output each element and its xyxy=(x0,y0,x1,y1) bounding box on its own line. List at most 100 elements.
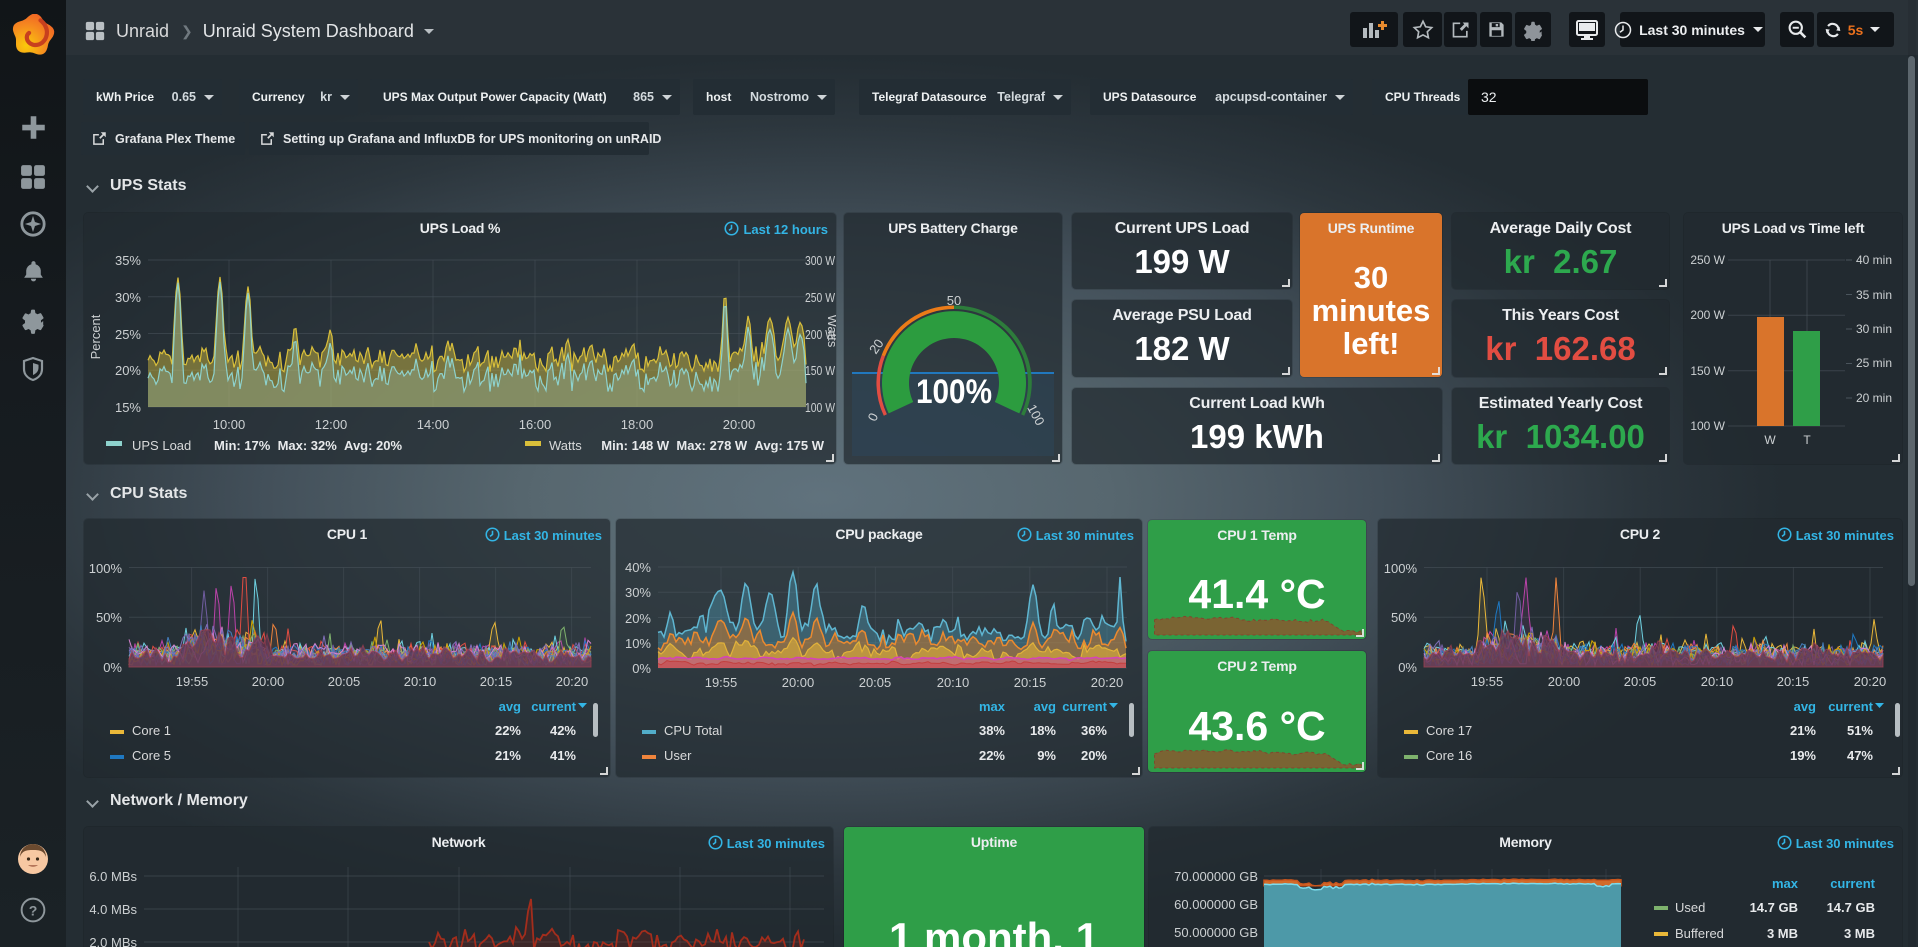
svg-text:15%: 15% xyxy=(115,400,141,415)
svg-text:21%: 21% xyxy=(495,748,521,763)
svg-text:current: current xyxy=(1062,699,1107,714)
svg-text:14.7 GB: 14.7 GB xyxy=(1827,900,1875,915)
svg-text:30%: 30% xyxy=(625,585,651,600)
svg-text:W: W xyxy=(1764,433,1776,447)
svg-text:max: max xyxy=(1772,876,1799,891)
svg-text:Core 5: Core 5 xyxy=(132,748,171,763)
svg-text:42%: 42% xyxy=(550,723,576,738)
svg-text:200 W: 200 W xyxy=(805,327,836,342)
svg-text:0%: 0% xyxy=(103,660,122,675)
svg-text:21%: 21% xyxy=(1790,723,1816,738)
svg-text:14.7 GB: 14.7 GB xyxy=(1750,900,1798,915)
svg-text:70.000000 GB: 70.000000 GB xyxy=(1174,869,1258,884)
svg-text:20:20: 20:20 xyxy=(1091,675,1124,690)
svg-text:20:10: 20:10 xyxy=(937,675,970,690)
svg-text:20:15: 20:15 xyxy=(1777,674,1810,689)
svg-text:20:20: 20:20 xyxy=(1854,674,1887,689)
svg-text:max: max xyxy=(979,699,1006,714)
svg-text:avg: avg xyxy=(1794,699,1816,714)
svg-text:current: current xyxy=(1830,876,1875,891)
svg-text:current: current xyxy=(1828,699,1873,714)
svg-text:20:00: 20:00 xyxy=(723,417,756,432)
svg-text:Used: Used xyxy=(1675,900,1705,915)
svg-text:22%: 22% xyxy=(979,748,1005,763)
svg-text:4.0 MBs: 4.0 MBs xyxy=(89,902,137,917)
svg-text:3 MB: 3 MB xyxy=(1844,926,1875,941)
svg-text:Watts: Watts xyxy=(825,315,836,348)
svg-text:19:55: 19:55 xyxy=(1471,674,1504,689)
svg-text:35 min: 35 min xyxy=(1856,288,1892,302)
svg-text:avg: avg xyxy=(1034,699,1056,714)
svg-text:38%: 38% xyxy=(979,723,1005,738)
svg-text:10%: 10% xyxy=(625,636,651,651)
svg-text:20 min: 20 min xyxy=(1856,391,1892,405)
svg-text:20:05: 20:05 xyxy=(1624,674,1657,689)
svg-text:6.0 MBs: 6.0 MBs xyxy=(89,869,137,884)
svg-text:12:00: 12:00 xyxy=(315,417,348,432)
svg-text:20:15: 20:15 xyxy=(480,674,513,689)
svg-text:25%: 25% xyxy=(115,327,141,342)
svg-text:51%: 51% xyxy=(1847,723,1873,738)
svg-text:0%: 0% xyxy=(1398,660,1417,675)
svg-text:20:20: 20:20 xyxy=(556,674,589,689)
svg-text:20%: 20% xyxy=(115,363,141,378)
svg-text:50%: 50% xyxy=(1391,610,1417,625)
svg-text:50%: 50% xyxy=(96,610,122,625)
svg-text:20:05: 20:05 xyxy=(328,674,361,689)
svg-text:Core 16: Core 16 xyxy=(1426,748,1472,763)
svg-text:18%: 18% xyxy=(1030,723,1056,738)
svg-text:current: current xyxy=(531,699,576,714)
svg-text:60.000000 GB: 60.000000 GB xyxy=(1174,897,1258,912)
svg-text:Core 1: Core 1 xyxy=(132,723,171,738)
svg-text:100%: 100% xyxy=(1384,561,1418,576)
svg-text:30 min: 30 min xyxy=(1856,322,1892,336)
svg-text:30%: 30% xyxy=(115,290,141,305)
svg-text:20:15: 20:15 xyxy=(1014,675,1047,690)
svg-text:22%: 22% xyxy=(495,723,521,738)
svg-text:50: 50 xyxy=(947,293,961,308)
svg-text:?: ? xyxy=(29,902,38,918)
svg-text:40 min: 40 min xyxy=(1856,253,1892,267)
svg-text:19:55: 19:55 xyxy=(176,674,209,689)
svg-text:14:00: 14:00 xyxy=(417,417,450,432)
svg-text:50.000000 GB: 50.000000 GB xyxy=(1174,925,1258,940)
svg-text:User: User xyxy=(664,748,692,763)
svg-text:20: 20 xyxy=(866,336,887,356)
svg-text:300 W: 300 W xyxy=(805,253,836,268)
svg-text:25 min: 25 min xyxy=(1856,356,1892,370)
svg-text:200 W: 200 W xyxy=(1690,308,1725,322)
svg-text:20:05: 20:05 xyxy=(859,675,892,690)
svg-text:36%: 36% xyxy=(1081,723,1107,738)
svg-text:UPS Load: UPS Load xyxy=(132,438,191,453)
svg-text:19:55: 19:55 xyxy=(705,675,738,690)
svg-text:100 W: 100 W xyxy=(1690,419,1725,433)
svg-text:20:10: 20:10 xyxy=(404,674,437,689)
svg-text:0%: 0% xyxy=(632,661,651,676)
svg-text:40%: 40% xyxy=(625,560,651,575)
svg-text:19%: 19% xyxy=(1790,748,1816,763)
svg-text:100 W: 100 W xyxy=(805,400,836,415)
svg-text:20%: 20% xyxy=(1081,748,1107,763)
svg-text:41%: 41% xyxy=(550,748,576,763)
svg-text:Core 17: Core 17 xyxy=(1426,723,1472,738)
svg-text:250 W: 250 W xyxy=(1690,253,1725,267)
svg-text:20:00: 20:00 xyxy=(252,674,285,689)
svg-text:100%: 100% xyxy=(916,373,992,411)
svg-text:10:00: 10:00 xyxy=(213,417,246,432)
svg-text:3 MB: 3 MB xyxy=(1767,926,1798,941)
svg-text:avg: avg xyxy=(499,699,521,714)
svg-text:Min: 148 W Max: 278 W Avg: 1: Min: 148 W Max: 278 W Avg: 175 W xyxy=(601,438,824,453)
svg-text:CPU Total: CPU Total xyxy=(664,723,722,738)
svg-text:2.0 MBs: 2.0 MBs xyxy=(89,935,137,947)
svg-text:100%: 100% xyxy=(89,561,123,576)
svg-text:Percent: Percent xyxy=(88,314,103,359)
svg-text:Min: 17% Max: 32% Avg: 20%: Min: 17% Max: 32% Avg: 20% xyxy=(214,438,403,453)
svg-text:Watts: Watts xyxy=(549,438,582,453)
svg-text:16:00: 16:00 xyxy=(519,417,552,432)
svg-text:20:00: 20:00 xyxy=(782,675,815,690)
svg-text:20%: 20% xyxy=(625,611,651,626)
svg-text:150 W: 150 W xyxy=(1690,364,1725,378)
svg-text:150 W: 150 W xyxy=(805,363,836,378)
svg-text:35%: 35% xyxy=(115,253,141,268)
svg-text:20:10: 20:10 xyxy=(1701,674,1734,689)
